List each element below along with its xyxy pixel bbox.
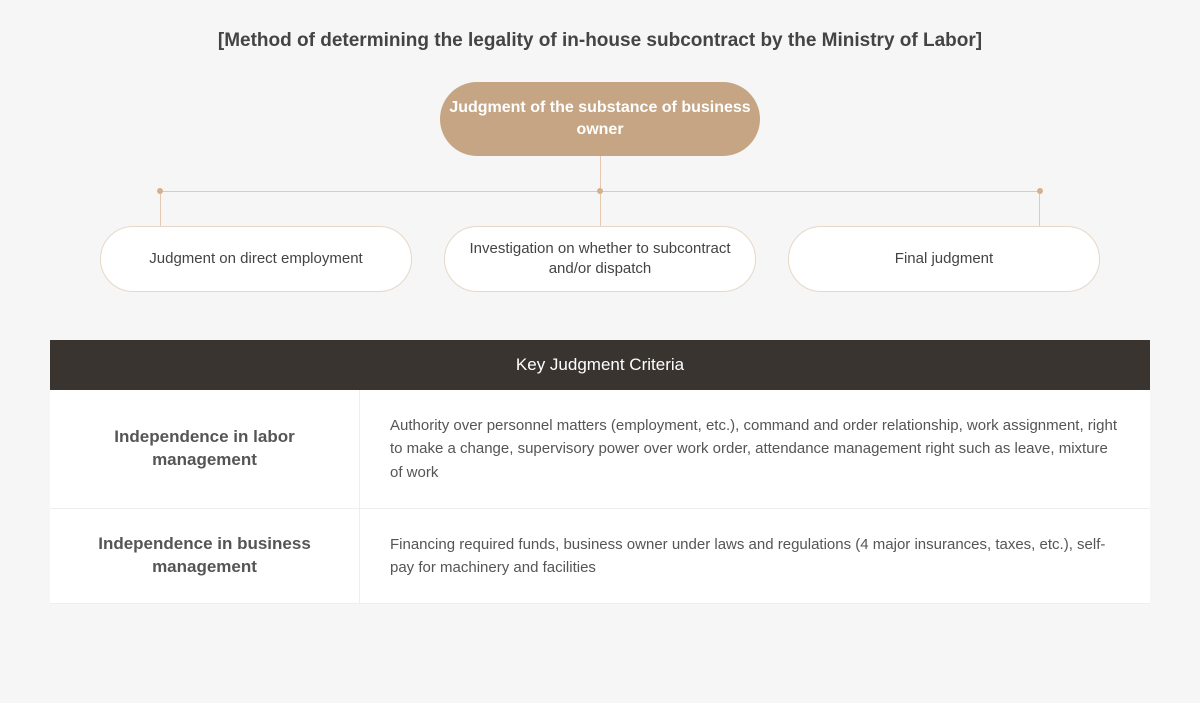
connector-vertical-top bbox=[600, 156, 601, 191]
criteria-table: Key Judgment Criteria Independence in la… bbox=[50, 340, 1150, 604]
table-header: Key Judgment Criteria bbox=[50, 340, 1150, 390]
child-node-label: Final judgment bbox=[895, 249, 993, 269]
diagram-title: [Method of determining the legality of i… bbox=[50, 30, 1150, 52]
diagram-container: [Method of determining the legality of i… bbox=[0, 0, 1200, 634]
root-node-label: Judgment of the substance of business ow… bbox=[440, 97, 760, 140]
child-node-label: Investigation on whether to subcontract … bbox=[463, 239, 737, 280]
connector-lines bbox=[130, 156, 1070, 226]
connector-vertical-middle bbox=[600, 191, 601, 226]
connector-dot-middle bbox=[597, 188, 603, 194]
connector-dot-left bbox=[157, 188, 163, 194]
child-node-investigation: Investigation on whether to subcontract … bbox=[444, 226, 756, 292]
root-node: Judgment of the substance of business ow… bbox=[440, 82, 760, 156]
row-label-labor: Independence in labor management bbox=[50, 390, 360, 508]
row-label-text: Independence in business management bbox=[70, 533, 339, 579]
child-node-final-judgment: Final judgment bbox=[788, 226, 1100, 292]
row-label-text: Independence in labor management bbox=[70, 426, 339, 472]
row-desc-text: Authority over personnel matters (employ… bbox=[390, 414, 1120, 484]
child-nodes-row: Judgment on direct employment Investigat… bbox=[100, 226, 1100, 292]
child-node-label: Judgment on direct employment bbox=[149, 249, 362, 269]
connector-vertical-left bbox=[160, 191, 161, 226]
connector-vertical-right bbox=[1039, 191, 1040, 226]
connector-dot-right bbox=[1037, 188, 1043, 194]
table-row: Independence in labor management Authori… bbox=[50, 390, 1150, 509]
table-row: Independence in business management Fina… bbox=[50, 509, 1150, 605]
row-desc-business: Financing required funds, business owner… bbox=[360, 509, 1150, 604]
row-desc-text: Financing required funds, business owner… bbox=[390, 533, 1120, 580]
row-desc-labor: Authority over personnel matters (employ… bbox=[360, 390, 1150, 508]
child-node-direct-employment: Judgment on direct employment bbox=[100, 226, 412, 292]
row-label-business: Independence in business management bbox=[50, 509, 360, 604]
